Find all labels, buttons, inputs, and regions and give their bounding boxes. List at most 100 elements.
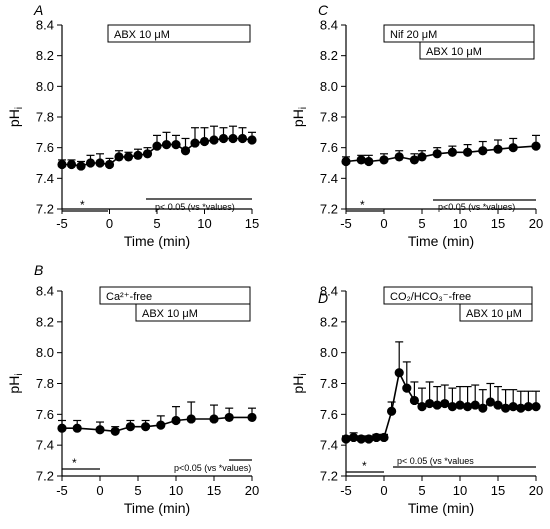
- x-tick-label: 15: [491, 216, 505, 231]
- x-tick-label: 15: [245, 216, 259, 231]
- y-tick-label: 8.0: [36, 79, 54, 94]
- y-tick-label: 7.6: [320, 140, 338, 155]
- data-point: [478, 403, 488, 413]
- significance-label: p< 0.05 (vs *values): [155, 202, 235, 212]
- data-point: [218, 133, 229, 144]
- data-point: [531, 402, 541, 412]
- y-tick-label: 8.4: [320, 18, 338, 33]
- y-tick-label: 7.8: [36, 110, 54, 125]
- data-point: [341, 434, 351, 444]
- x-tick-label: 5: [418, 483, 425, 498]
- y-axis-title: pHi: [290, 373, 309, 393]
- baseline-star: *: [72, 456, 77, 470]
- data-point: [190, 138, 200, 148]
- panel-a: A 7.2 7.4 7.6 7.8 8.0 8.2 8.4 -5 0 5 10 15 Time (min…: [6, 2, 259, 249]
- data-point: [95, 158, 105, 168]
- condition-box: [419, 41, 535, 60]
- x-tick-label: -5: [340, 483, 352, 498]
- y-tick-label: 7.6: [320, 407, 338, 422]
- data-point: [57, 423, 67, 433]
- y-tick-label: 8.0: [36, 345, 54, 360]
- x-axis-title: Time (min): [408, 500, 474, 516]
- data-point: [364, 156, 374, 167]
- y-tick-label: 7.6: [36, 140, 54, 155]
- data-point: [142, 149, 153, 159]
- y-tick-label: 7.8: [320, 110, 338, 125]
- condition-box: [135, 303, 251, 322]
- condition-box-label: Nif 20 μM: [390, 29, 437, 41]
- panel-letter: A: [33, 2, 43, 18]
- condition-box-label: ABX 10 μM: [142, 308, 198, 320]
- data-point: [247, 135, 257, 145]
- y-tick-label: 8.2: [36, 48, 54, 63]
- data-point: [356, 155, 366, 165]
- data-point: [57, 159, 67, 170]
- significance-label: p< 0.05 (vs *values: [397, 456, 474, 466]
- x-tick-label: 15: [207, 483, 221, 498]
- x-axis-title: Time (min): [408, 233, 474, 249]
- data-point: [478, 146, 488, 156]
- data-point: [432, 400, 442, 410]
- data-point: [508, 143, 518, 153]
- y-tick-label: 7.2: [36, 202, 54, 217]
- condition-box-label: ABX 10 μM: [466, 308, 522, 320]
- data-point: [470, 400, 480, 410]
- x-tick-label: -5: [56, 483, 68, 498]
- condition-box-label: Ca²⁺-free: [106, 291, 152, 303]
- data-point: [394, 152, 404, 162]
- data-point: [76, 161, 86, 171]
- x-tick-label: 10: [453, 216, 467, 231]
- panel-b: B 7.2 7.4 7.6 7.8 8.0 8.2 8.4 -5 0 5 10 15 20 Time (m…: [6, 262, 259, 516]
- y-tick-label: 8.4: [320, 284, 338, 299]
- panel-d: D 7.2 7.4 7.6 7.8 8.0 8.2 8.4 -5 0 5 10 15 20 Time (m…: [290, 284, 543, 517]
- data-point: [125, 422, 135, 432]
- y-axis-title: pHi: [290, 107, 309, 127]
- y-tick-label: 7.8: [320, 376, 338, 391]
- x-tick-label: 15: [491, 483, 505, 498]
- y-tick-label: 7.2: [320, 202, 338, 217]
- baseline-star: *: [360, 198, 365, 212]
- panel-letter: B: [34, 262, 43, 278]
- y-tick-label: 7.4: [36, 171, 54, 186]
- data-point: [152, 141, 162, 151]
- data-point: [463, 402, 473, 412]
- data-point: [394, 368, 404, 378]
- data-point: [171, 140, 181, 150]
- data-point: [224, 412, 234, 423]
- data-point: [341, 156, 351, 167]
- data-point: [501, 403, 511, 413]
- data-point: [209, 135, 219, 145]
- condition-box-label: CO₂/HCO₃⁻-free: [390, 291, 471, 303]
- data-point: [379, 155, 389, 165]
- x-axis-title: Time (min): [124, 233, 190, 249]
- panel-letter: D: [318, 290, 328, 306]
- baseline-star: *: [80, 198, 85, 212]
- y-tick-label: 7.4: [36, 438, 54, 453]
- y-tick-label: 8.4: [36, 18, 54, 33]
- data-point: [402, 383, 412, 393]
- data-point: [356, 434, 366, 444]
- data-point: [440, 398, 450, 409]
- data-point: [123, 152, 134, 162]
- data-point: [455, 400, 465, 410]
- data-point: [161, 140, 172, 150]
- condition-box: [107, 24, 251, 43]
- significance-label: p<0.05 (vs *values): [438, 202, 515, 212]
- x-tick-label: 0: [96, 483, 103, 498]
- y-tick-label: 8.2: [320, 48, 338, 63]
- x-tick-label: 20: [529, 483, 543, 498]
- data-point: [409, 155, 419, 165]
- data-point: [409, 395, 419, 406]
- data-point: [156, 420, 166, 430]
- data-point: [228, 133, 238, 144]
- data-point: [141, 422, 151, 432]
- data-point: [171, 415, 181, 426]
- panel-letter: C: [318, 2, 329, 18]
- data-point: [349, 432, 359, 443]
- data-point: [133, 150, 143, 160]
- data-point: [104, 159, 115, 170]
- data-point: [508, 402, 518, 412]
- data-point: [463, 147, 473, 157]
- x-tick-label: 10: [453, 483, 467, 498]
- data-point: [180, 146, 191, 156]
